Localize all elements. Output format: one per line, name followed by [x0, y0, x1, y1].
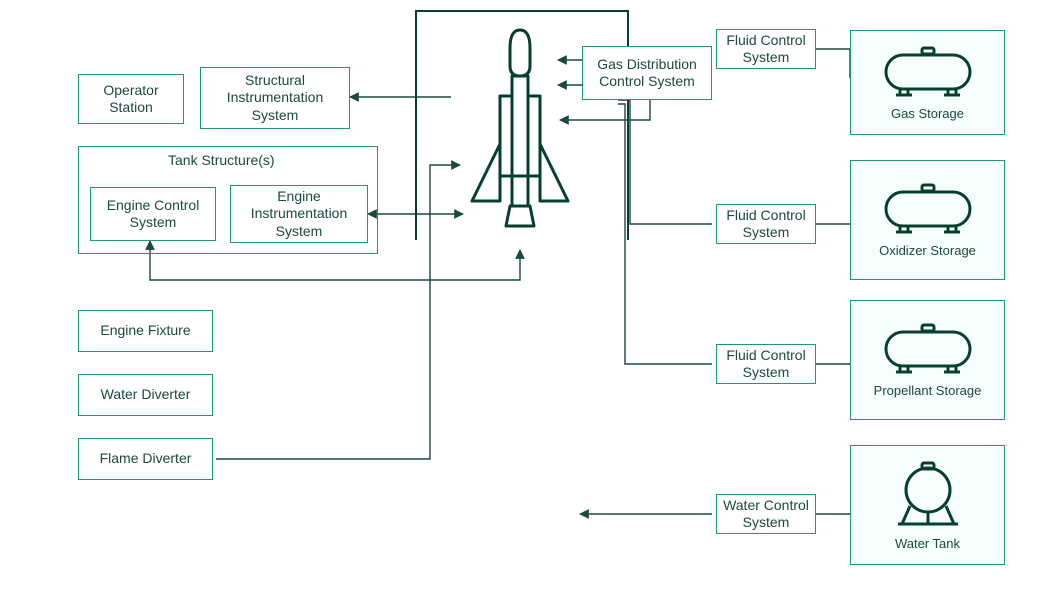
water-tank-label: Water Tank	[895, 536, 960, 551]
water-tank-icon	[888, 460, 968, 530]
engine-instr-box: EngineInstrumentationSystem	[230, 185, 368, 243]
tank-icon	[878, 182, 978, 237]
oxidizer-storage: Oxidizer Storage	[850, 160, 1005, 280]
flame-diverter-box: Flame Diverter	[78, 438, 213, 480]
gas-storage-label: Gas Storage	[891, 106, 964, 121]
propellant-storage-label: Propellant Storage	[874, 383, 982, 398]
fcs-gas-box: Fluid ControlSystem	[716, 29, 816, 69]
tank-structures-title: Tank Structure(s)	[168, 152, 275, 168]
operator-station-box: OperatorStation	[78, 74, 184, 124]
fcs-oxidizer-box: Fluid ControlSystem	[716, 204, 816, 244]
tank-icon	[878, 322, 978, 377]
fcs-propellant-box: Fluid ControlSystem	[716, 344, 816, 384]
water-tank: Water Tank	[850, 445, 1005, 565]
diagram-canvas: OperatorStation StructuralInstrumentatio…	[0, 0, 1050, 591]
gas-distribution-box: Gas DistributionControl System	[582, 46, 712, 100]
engine-fixture-box: Engine Fixture	[78, 310, 213, 352]
structural-instr-box: StructuralInstrumentationSystem	[200, 67, 350, 129]
gas-storage: Gas Storage	[850, 30, 1005, 135]
tank-icon	[878, 45, 978, 100]
engine-control-box: Engine ControlSystem	[90, 187, 216, 241]
oxidizer-storage-label: Oxidizer Storage	[879, 243, 976, 258]
water-diverter-box: Water Diverter	[78, 374, 213, 416]
propellant-storage: Propellant Storage	[850, 300, 1005, 420]
water-control-box: Water ControlSystem	[716, 494, 816, 534]
rocket-icon	[460, 26, 580, 251]
